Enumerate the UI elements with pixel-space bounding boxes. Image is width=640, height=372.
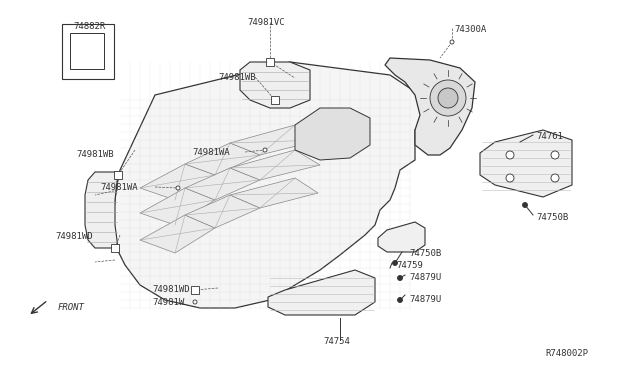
Circle shape bbox=[551, 151, 559, 159]
Circle shape bbox=[193, 300, 197, 304]
Polygon shape bbox=[140, 215, 215, 253]
Polygon shape bbox=[385, 58, 475, 155]
Text: 74754: 74754 bbox=[323, 337, 350, 346]
Text: 74761: 74761 bbox=[536, 132, 563, 141]
Text: 74882R: 74882R bbox=[73, 22, 105, 31]
Text: 74981WD: 74981WD bbox=[55, 232, 93, 241]
Text: FRONT: FRONT bbox=[58, 303, 85, 312]
Circle shape bbox=[430, 80, 466, 116]
Circle shape bbox=[397, 276, 403, 280]
Text: 74981WB: 74981WB bbox=[218, 73, 255, 82]
Circle shape bbox=[263, 148, 267, 152]
Text: R748002P: R748002P bbox=[545, 349, 588, 358]
Bar bbox=[271, 96, 279, 104]
Bar bbox=[191, 286, 199, 294]
Polygon shape bbox=[378, 222, 425, 252]
Polygon shape bbox=[240, 62, 310, 108]
Text: 74981VC: 74981VC bbox=[247, 18, 285, 27]
Polygon shape bbox=[230, 125, 320, 155]
Polygon shape bbox=[140, 188, 215, 225]
Polygon shape bbox=[185, 168, 260, 200]
Polygon shape bbox=[140, 164, 215, 200]
Polygon shape bbox=[113, 62, 430, 308]
Text: 74879U: 74879U bbox=[409, 295, 441, 304]
Text: 74981W: 74981W bbox=[152, 298, 184, 307]
Text: 74750B: 74750B bbox=[409, 249, 441, 258]
Polygon shape bbox=[185, 195, 260, 228]
Polygon shape bbox=[230, 150, 320, 180]
Text: 74759: 74759 bbox=[396, 261, 423, 270]
Text: 74981WB: 74981WB bbox=[76, 150, 114, 159]
Text: 74300A: 74300A bbox=[454, 25, 486, 34]
Bar bbox=[62, 24, 114, 79]
Polygon shape bbox=[185, 143, 260, 175]
Circle shape bbox=[506, 174, 514, 182]
Circle shape bbox=[450, 40, 454, 44]
Polygon shape bbox=[85, 172, 118, 248]
Circle shape bbox=[392, 260, 397, 266]
Bar bbox=[70, 33, 104, 69]
Text: 74981WD: 74981WD bbox=[152, 285, 189, 294]
Polygon shape bbox=[268, 270, 375, 315]
Circle shape bbox=[176, 186, 180, 190]
Circle shape bbox=[397, 298, 403, 302]
Polygon shape bbox=[230, 178, 318, 208]
Bar bbox=[111, 244, 119, 252]
Text: 74981WA: 74981WA bbox=[192, 148, 230, 157]
Circle shape bbox=[506, 151, 514, 159]
Text: 74750B: 74750B bbox=[536, 213, 568, 222]
Circle shape bbox=[551, 174, 559, 182]
Text: 74879U: 74879U bbox=[409, 273, 441, 282]
Text: 74981WA: 74981WA bbox=[100, 183, 138, 192]
Circle shape bbox=[438, 88, 458, 108]
Bar bbox=[114, 171, 122, 179]
Circle shape bbox=[522, 202, 527, 208]
Bar bbox=[266, 58, 274, 66]
Polygon shape bbox=[295, 108, 370, 160]
Polygon shape bbox=[480, 130, 572, 197]
